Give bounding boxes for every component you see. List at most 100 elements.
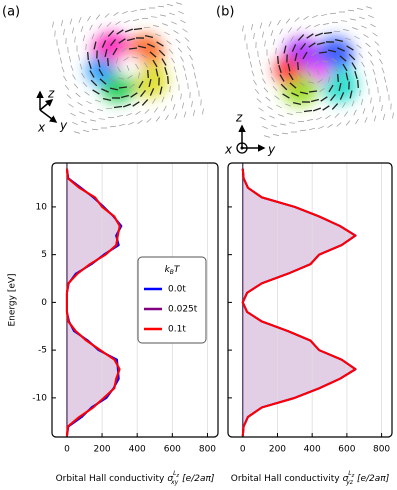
spin-arrow xyxy=(297,34,305,41)
line-series xyxy=(65,168,121,437)
y-tick-label: 10 xyxy=(36,202,48,212)
spin-arrow xyxy=(88,110,94,113)
spin-arrow xyxy=(91,128,99,131)
spin-arrow xyxy=(72,74,76,80)
plot-frame xyxy=(227,162,393,438)
spin-arrow xyxy=(334,113,340,118)
spin-arrow xyxy=(144,109,150,114)
spin-arrow xyxy=(260,69,264,75)
spin-arrow xyxy=(242,25,244,32)
spin-arrow xyxy=(140,89,146,98)
spin-arrow xyxy=(126,37,136,42)
spin-arrow xyxy=(121,48,127,52)
spin-arrow xyxy=(358,53,364,58)
spin-arrow xyxy=(95,14,101,20)
spin-arrow xyxy=(166,4,174,6)
x-axis-label: Orbital Hall conductivity σLz yz [e/2aπ] xyxy=(231,470,390,486)
x-tick-label: 400 xyxy=(304,445,321,455)
spin-arrow xyxy=(172,104,176,110)
spin-arrow xyxy=(281,132,289,135)
spin-arrow xyxy=(279,74,285,82)
spin-arrow xyxy=(137,120,143,124)
spin-arrow xyxy=(356,44,362,49)
spin-arrow xyxy=(267,106,273,110)
x-tick-label: 0 xyxy=(64,445,70,455)
spin-arrow xyxy=(278,64,282,74)
spin-arrow xyxy=(180,19,186,24)
spin-arrow xyxy=(313,61,319,65)
spin-arrow xyxy=(79,111,85,115)
spin-arrow xyxy=(131,9,137,13)
spin-arrow xyxy=(69,18,73,25)
spin-arrow xyxy=(279,123,287,126)
spin-arrow xyxy=(291,44,297,52)
spin-arrow xyxy=(97,59,101,68)
spin-arrow xyxy=(319,88,325,92)
skyrmion-images xyxy=(36,2,394,154)
spin-arrow xyxy=(382,113,386,121)
spin-arrow xyxy=(300,42,306,51)
spin-arrow xyxy=(64,84,70,91)
spin-arrow xyxy=(163,105,167,112)
spin-arrow xyxy=(166,40,172,45)
spin-arrow xyxy=(342,63,348,72)
spin-arrow xyxy=(164,31,170,36)
spin-arrow xyxy=(265,96,271,102)
spin-arrow xyxy=(101,88,109,93)
label-text: Orbital Hall conductivity xyxy=(56,474,165,484)
spin-arrow xyxy=(112,47,118,56)
spin-arrow xyxy=(118,86,128,89)
spin-arrow xyxy=(366,6,372,9)
spin-arrow xyxy=(362,108,366,114)
spin-arrow xyxy=(63,28,65,36)
spin-arrow xyxy=(184,37,190,42)
spin-arrow xyxy=(128,121,134,126)
spin-arrow xyxy=(124,20,130,23)
spin-arrow xyxy=(113,105,123,109)
spin-arrow xyxy=(80,26,84,32)
spin-arrow xyxy=(277,19,281,26)
legend-label: 0.1t xyxy=(168,325,186,335)
spin-arrow xyxy=(52,21,54,28)
spin-arrow xyxy=(360,98,364,106)
spin-arrow xyxy=(321,13,327,17)
spin-arrow xyxy=(191,100,193,108)
spin-arrow xyxy=(150,16,158,18)
spin-arrow xyxy=(148,78,152,88)
label-symbol: σ xyxy=(343,474,349,484)
spin-arrow xyxy=(60,19,64,27)
spin-arrow xyxy=(122,10,128,15)
spin-arrow xyxy=(327,76,331,83)
spin-arrow xyxy=(363,34,369,38)
spin-arrow xyxy=(291,92,299,97)
spin-arrow xyxy=(357,79,359,89)
spin-arrow xyxy=(386,85,388,92)
spin-arrow xyxy=(171,57,175,64)
panel-label: (b) xyxy=(216,5,234,20)
y-tick-label: -10 xyxy=(32,393,47,403)
spin-arrow xyxy=(128,47,138,50)
spin-arrow xyxy=(74,131,80,134)
spin-arrow xyxy=(75,92,81,98)
spin-arrow xyxy=(183,111,187,118)
spin-arrow xyxy=(288,122,296,124)
spin-arrow xyxy=(282,93,290,99)
spin-arrow xyxy=(146,118,152,123)
spin-arrow xyxy=(271,76,275,83)
spin-arrow xyxy=(79,63,83,70)
spin-arrow xyxy=(322,23,330,25)
spin-arrow xyxy=(189,54,193,61)
spin-arrow xyxy=(339,92,345,100)
spin-arrow xyxy=(162,23,168,26)
spin-arrow xyxy=(100,32,104,38)
label-sup: L xyxy=(348,470,351,477)
spin-arrow xyxy=(116,29,124,35)
spin-arrow xyxy=(381,67,385,74)
spin-arrow xyxy=(175,38,181,44)
spin-arrow xyxy=(259,59,261,67)
spin-arrow xyxy=(316,69,320,75)
spin-arrow xyxy=(61,66,65,73)
spin-arrow xyxy=(372,69,376,75)
spin-arrow xyxy=(311,52,317,56)
spin-arrow xyxy=(191,63,195,70)
